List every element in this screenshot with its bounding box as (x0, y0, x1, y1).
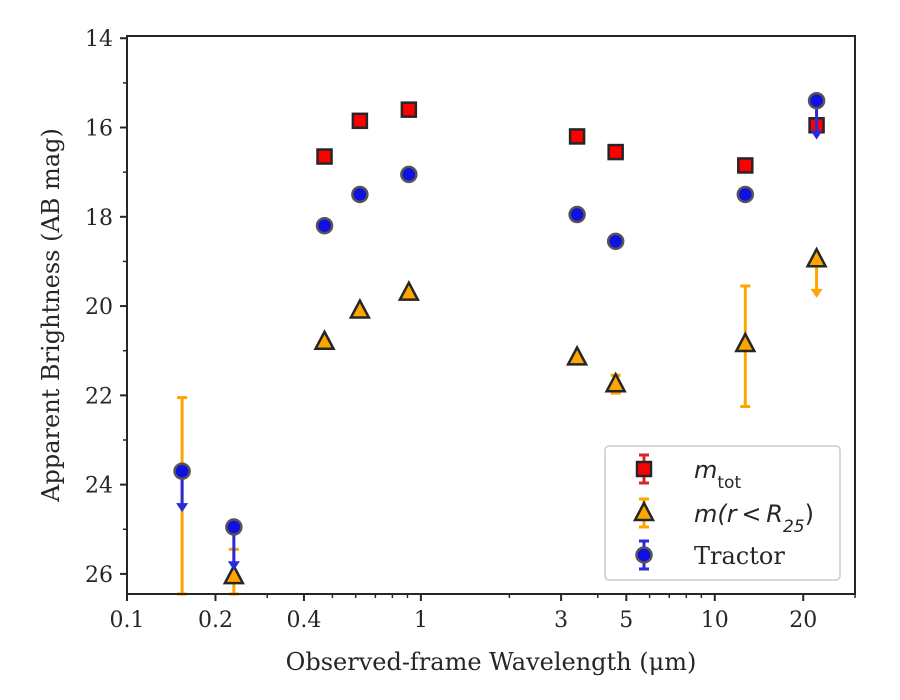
data-point (736, 185, 755, 204)
x-tick-label: 0.2 (198, 608, 233, 633)
legend-marker (635, 546, 653, 564)
y-tick-label: 20 (85, 295, 113, 320)
y-tick-label: 22 (85, 384, 113, 409)
data-point (604, 371, 627, 393)
legend-label-main: Tractor (694, 542, 785, 570)
legend-label: mtot (694, 456, 741, 493)
legend-item: mtot (635, 453, 741, 493)
data-point (351, 185, 369, 204)
legend-label-sub: 25 (783, 517, 805, 537)
axes-frame (126, 35, 856, 595)
y-axis-label: Apparent Brightness (AB mag) (37, 128, 65, 503)
limit-arrowhead (227, 561, 240, 571)
legend-label: Tractor (694, 542, 785, 570)
data-point (606, 232, 625, 251)
x-tick-label: 0.1 (110, 608, 145, 633)
x-tick-label: 3 (554, 608, 568, 633)
series-tractor (173, 91, 826, 571)
data-point (607, 143, 624, 161)
legend-label-sub: tot (717, 473, 741, 493)
data-point (397, 280, 420, 301)
data-point (400, 165, 418, 184)
data-point (400, 101, 418, 118)
data-layer (173, 91, 828, 596)
y-tick-label: 26 (85, 563, 113, 588)
data-point (315, 216, 334, 235)
legend-label-main: m (694, 456, 717, 484)
legend-box (604, 445, 841, 581)
x-tick-label: 20 (789, 608, 817, 633)
y-tick-label: 24 (85, 474, 113, 499)
data-point (568, 205, 586, 224)
data-point (225, 518, 243, 536)
legend-marker (632, 500, 656, 522)
legend-marker (635, 460, 653, 478)
legend-item: Tractor (635, 539, 785, 571)
data-point (734, 331, 757, 353)
legend-label-tail: ) (805, 500, 814, 528)
legend-label: m(r < R25) (694, 500, 814, 537)
x-tick-label: 0.4 (286, 608, 321, 633)
data-point (348, 297, 371, 319)
legend-label-main: m(r < R (694, 500, 783, 528)
data-point (351, 112, 369, 130)
y-tick-label: 16 (85, 117, 113, 142)
data-point (805, 246, 828, 268)
data-point (737, 157, 754, 174)
data-point (313, 329, 336, 351)
limit-arrowhead (810, 130, 823, 140)
limit-arrowhead (176, 503, 189, 513)
x-tick-label: 10 (701, 608, 729, 633)
legend-item: m(r < R25) (632, 497, 814, 537)
y-tick-label: 18 (85, 206, 113, 231)
x-axis-label: Observed-frame Wavelength (μm) (286, 648, 697, 676)
data-point (566, 344, 589, 366)
legend: mtot m(r < R25) Tractor (604, 445, 841, 581)
data-point (173, 462, 191, 480)
limit-arrowhead (810, 288, 823, 298)
x-tick-label: 5 (619, 608, 633, 633)
data-point (316, 148, 333, 165)
data-point (568, 128, 586, 145)
data-point (807, 91, 826, 110)
data-point (222, 563, 245, 585)
axes-layer: 0.1 0.2 0.4 1 3 5 10 20 14 16 18 20 22 24 26 (85, 27, 856, 633)
y-tick-label: 14 (85, 27, 113, 52)
x-tick-label: 1 (414, 608, 428, 633)
